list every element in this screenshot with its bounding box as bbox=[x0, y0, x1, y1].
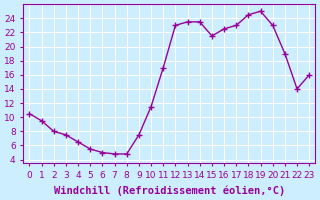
X-axis label: Windchill (Refroidissement éolien,°C): Windchill (Refroidissement éolien,°C) bbox=[54, 185, 285, 196]
